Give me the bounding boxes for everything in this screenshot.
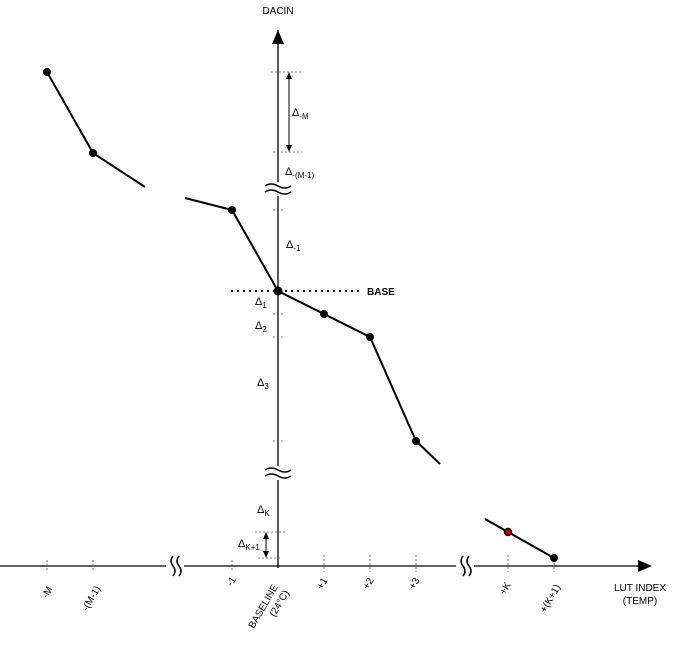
x-tick-pos-3: +3: [407, 576, 422, 592]
point-neg-m-minus-1: [89, 149, 97, 157]
x-tick-neg-m-minus-1: -(M-1): [80, 584, 103, 613]
x-tick-pos-1: +1: [315, 576, 330, 592]
delta-k-label: ΔK: [257, 504, 270, 518]
y-axis-label: DACIN: [262, 6, 293, 17]
point-baseline: [273, 286, 283, 296]
x-axis-arrow-icon: [638, 560, 652, 572]
delta-m-minus-1-label: Δ-(M-1): [285, 166, 314, 180]
x-tick-neg-1: -1: [225, 575, 239, 589]
x-axis-label: LUT INDEX: [614, 583, 666, 594]
y-axis-break-icon: [264, 467, 292, 479]
point-neg-1: [228, 206, 236, 214]
point-pos-k: [503, 527, 513, 537]
x-tick-pos-k-plus-1: +(K+1): [538, 583, 563, 615]
y-axis: [264, 30, 292, 568]
x-axis-break-icon: [170, 555, 182, 577]
lut-curve: [46, 71, 555, 559]
delta-1-label: Δ1: [255, 296, 267, 310]
delta-k-plus-1-dimension: [263, 532, 269, 558]
x-tick-pos-2: +2: [361, 576, 376, 592]
delta-m-label: Δ-M: [292, 107, 309, 121]
x-axis-break-icon: [460, 555, 472, 577]
point-pos-1: [320, 310, 328, 318]
delta-neg-1-label: Δ-1: [286, 239, 301, 253]
y-tick-marks: [255, 71, 302, 559]
base-label: BASE: [367, 287, 395, 298]
x-axis: [0, 555, 652, 577]
x-axis-label-sub: (TEMP): [623, 596, 657, 607]
point-pos-3: [412, 437, 420, 445]
x-tick-neg-m: -M: [40, 585, 55, 601]
x-tick-marks: [46, 555, 555, 572]
y-axis-arrow-icon: [272, 30, 284, 44]
point-neg-m: [43, 68, 51, 76]
delta-2-label: Δ2: [255, 320, 267, 334]
delta-m-dimension: [286, 72, 292, 152]
point-pos-k-plus-1: [550, 554, 558, 562]
point-pos-2: [366, 333, 374, 341]
y-axis-break-icon: [264, 183, 292, 195]
delta-k-plus-1-label: ΔK+1: [238, 538, 260, 552]
delta-3-label: Δ3: [257, 377, 269, 391]
lut-points: [43, 68, 558, 562]
x-tick-pos-k: +K: [498, 580, 514, 597]
